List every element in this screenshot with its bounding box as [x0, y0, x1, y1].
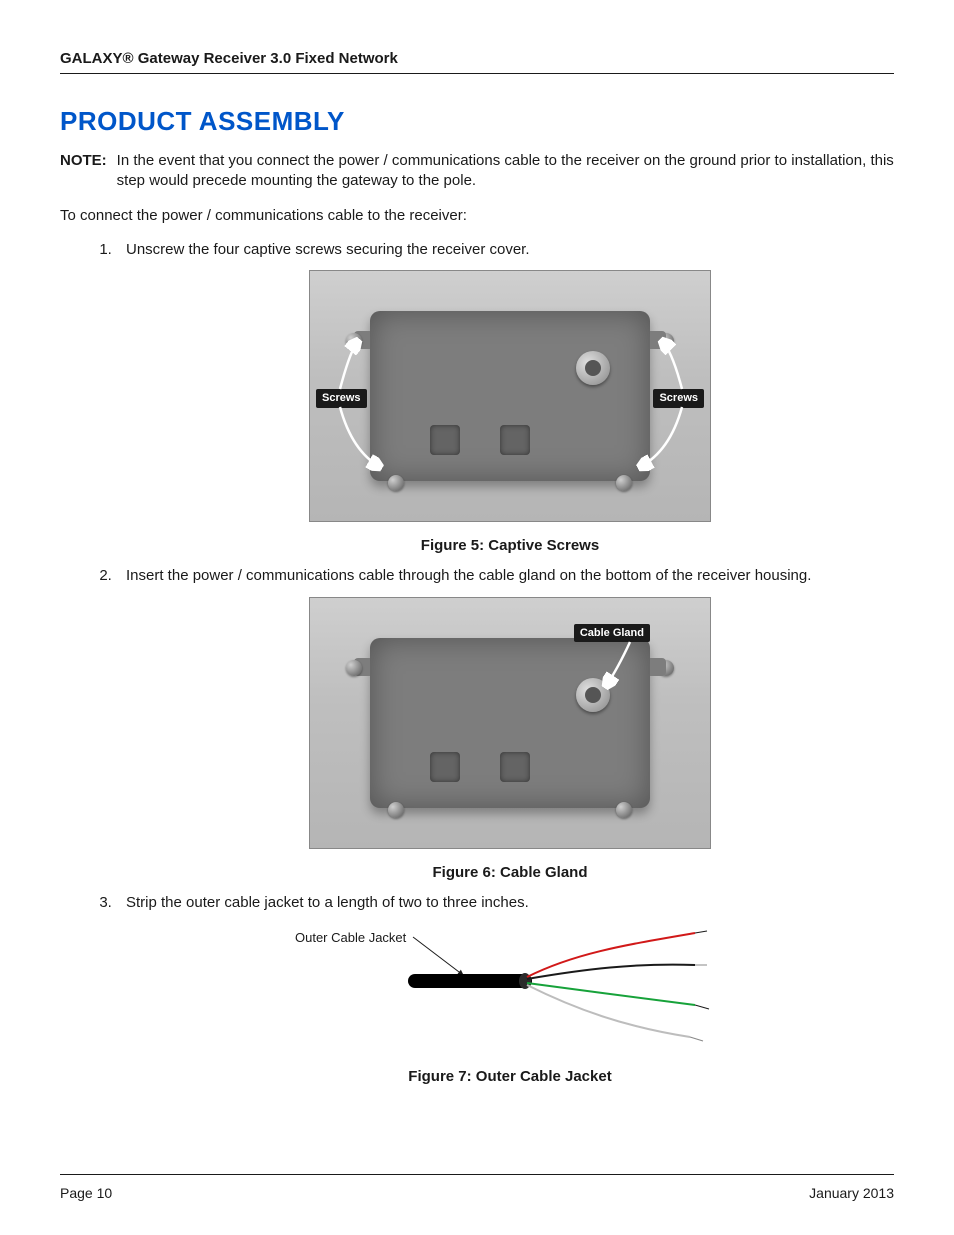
- step-1-text: Unscrew the four captive screws securing…: [126, 241, 530, 258]
- figure-6: Cable Gland Figure 6: Cable Gland: [126, 597, 894, 883]
- note-text: In the event that you connect the power …: [117, 151, 894, 192]
- step-2-text: Insert the power / communications cable …: [126, 567, 811, 584]
- cable-gland: [576, 351, 610, 385]
- intro-text: To connect the power / communications ca…: [60, 206, 894, 226]
- screw-tr-2: [658, 660, 674, 676]
- screw-top-right: [658, 333, 674, 349]
- page-footer: Page 10 January 2013: [60, 1174, 894, 1201]
- screw-tl-2: [346, 660, 362, 676]
- callout-cable-gland: Cable Gland: [574, 624, 650, 643]
- step-3-text: Strip the outer cable jacket to a length…: [126, 894, 529, 911]
- note-block: NOTE: In the event that you connect the …: [60, 151, 894, 192]
- screw-top-left: [346, 333, 362, 349]
- figure-5: Screws Screws: [126, 270, 894, 556]
- receiver-device-2: [370, 638, 650, 808]
- screw-bottom-right: [616, 475, 632, 491]
- figure-7: Outer Cable Jacket: [126, 923, 894, 1087]
- steps-list: Unscrew the four captive screws securing…: [60, 240, 894, 1088]
- figure-7-image: Outer Cable Jacket: [295, 923, 725, 1053]
- step-2: Insert the power / communications cable …: [116, 566, 894, 883]
- footer-date: January 2013: [809, 1185, 894, 1201]
- screw-bl-2: [388, 802, 404, 818]
- step-1: Unscrew the four captive screws securing…: [116, 240, 894, 557]
- port-2b: [500, 752, 530, 782]
- cable-gland-2: [576, 678, 610, 712]
- port-1: [430, 425, 460, 455]
- figure-6-caption: Figure 6: Cable Gland: [126, 863, 894, 883]
- screw-br-2: [616, 802, 632, 818]
- figure-5-caption: Figure 5: Captive Screws: [126, 536, 894, 556]
- note-label: NOTE:: [60, 151, 107, 192]
- step-3: Strip the outer cable jacket to a length…: [116, 893, 894, 1088]
- running-header: GALAXY® Gateway Receiver 3.0 Fixed Netwo…: [60, 50, 894, 74]
- figure-5-image: Screws Screws: [309, 270, 711, 522]
- callout-screws-right: Screws: [653, 389, 704, 408]
- figure-6-image: Cable Gland: [309, 597, 711, 849]
- port-1b: [430, 752, 460, 782]
- callout-screws-left: Screws: [316, 389, 367, 408]
- outer-jacket-annotation: Outer Cable Jacket: [295, 929, 406, 947]
- page: GALAXY® Gateway Receiver 3.0 Fixed Netwo…: [0, 0, 954, 1235]
- footer-page: Page 10: [60, 1185, 112, 1201]
- section-title: PRODUCT ASSEMBLY: [60, 106, 894, 137]
- figure-7-caption: Figure 7: Outer Cable Jacket: [126, 1067, 894, 1087]
- receiver-device: [370, 311, 650, 481]
- port-2: [500, 425, 530, 455]
- screw-bottom-left: [388, 475, 404, 491]
